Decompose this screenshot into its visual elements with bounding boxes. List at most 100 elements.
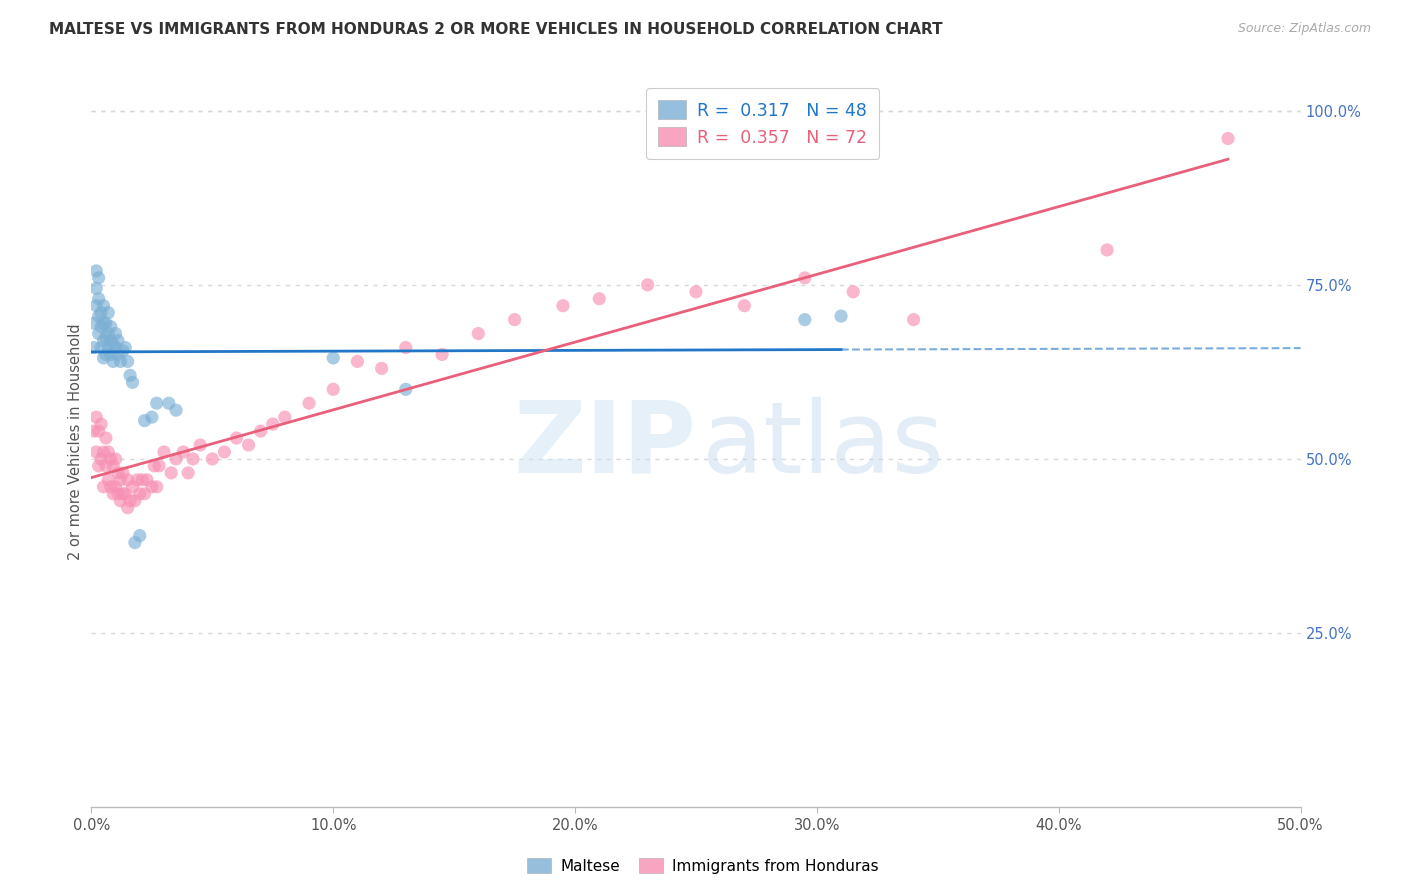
Point <box>93 445 115 459</box>
Point <box>145 396 167 410</box>
Point <box>87 292 110 306</box>
Point <box>274 410 297 425</box>
Point <box>238 438 260 452</box>
Point <box>842 285 865 299</box>
Point <box>90 452 112 467</box>
Point <box>97 341 120 355</box>
Point <box>104 452 127 467</box>
Point <box>346 354 368 368</box>
Point <box>117 354 139 368</box>
Point <box>160 466 183 480</box>
Point <box>181 452 204 467</box>
Point <box>107 487 129 501</box>
Point <box>322 351 344 365</box>
Point <box>87 309 110 323</box>
Point <box>90 319 112 334</box>
Point <box>97 306 120 320</box>
Point <box>121 376 143 390</box>
Point <box>111 466 134 480</box>
Point <box>107 347 129 361</box>
Point <box>131 473 153 487</box>
Point <box>249 424 271 438</box>
Point <box>141 480 163 494</box>
Point <box>551 299 574 313</box>
Point <box>111 343 134 358</box>
Point <box>110 493 132 508</box>
Point <box>107 334 129 348</box>
Point <box>1095 243 1118 257</box>
Point <box>588 292 610 306</box>
Point <box>128 528 150 542</box>
Point <box>214 445 236 459</box>
Point <box>101 354 124 368</box>
Point <box>503 312 526 326</box>
Point <box>90 306 112 320</box>
Point <box>93 334 115 348</box>
Point <box>90 417 112 431</box>
Point <box>733 299 755 313</box>
Point <box>370 361 392 376</box>
Point <box>104 326 127 341</box>
Point <box>100 334 122 348</box>
Point <box>136 473 159 487</box>
Point <box>84 445 107 459</box>
Point <box>87 458 110 473</box>
Point <box>100 319 122 334</box>
Point <box>114 487 136 501</box>
Point <box>107 466 129 480</box>
Legend: R =  0.317   N = 48, R =  0.357   N = 72: R = 0.317 N = 48, R = 0.357 N = 72 <box>647 88 879 159</box>
Point <box>87 424 110 438</box>
Point <box>97 326 120 341</box>
Point <box>793 270 815 285</box>
Point <box>94 347 117 361</box>
Point <box>104 480 127 494</box>
Point <box>637 277 659 292</box>
Point <box>172 445 194 459</box>
Point <box>134 487 156 501</box>
Point <box>94 431 117 445</box>
Point <box>141 410 163 425</box>
Point <box>111 487 134 501</box>
Point <box>100 452 122 467</box>
Text: ZIP: ZIP <box>513 397 696 493</box>
Point <box>104 341 127 355</box>
Point <box>90 341 112 355</box>
Point <box>100 347 122 361</box>
Point <box>93 351 115 365</box>
Point <box>101 458 124 473</box>
Point <box>93 299 115 313</box>
Point <box>165 452 187 467</box>
Point <box>120 368 142 383</box>
Point <box>262 417 284 431</box>
Point <box>177 466 200 480</box>
Point <box>84 264 107 278</box>
Point <box>134 414 156 428</box>
Point <box>84 410 107 425</box>
Point <box>93 480 115 494</box>
Text: Source: ZipAtlas.com: Source: ZipAtlas.com <box>1237 22 1371 36</box>
Point <box>94 458 117 473</box>
Point <box>114 341 136 355</box>
Point <box>101 337 124 351</box>
Point <box>84 299 107 313</box>
Point <box>97 445 120 459</box>
Point <box>124 535 146 549</box>
Point <box>830 309 852 323</box>
Point <box>83 424 105 438</box>
Point <box>430 347 453 361</box>
Point <box>121 480 143 494</box>
Point <box>188 438 211 452</box>
Point <box>94 330 117 344</box>
Point <box>120 493 142 508</box>
Point <box>110 354 132 368</box>
Point <box>128 487 150 501</box>
Point <box>298 396 321 410</box>
Point <box>87 270 110 285</box>
Point <box>145 480 167 494</box>
Point <box>117 473 139 487</box>
Point <box>143 458 166 473</box>
Y-axis label: 2 or more Vehicles in Household: 2 or more Vehicles in Household <box>67 323 83 560</box>
Point <box>165 403 187 417</box>
Point <box>153 445 176 459</box>
Point <box>101 487 124 501</box>
